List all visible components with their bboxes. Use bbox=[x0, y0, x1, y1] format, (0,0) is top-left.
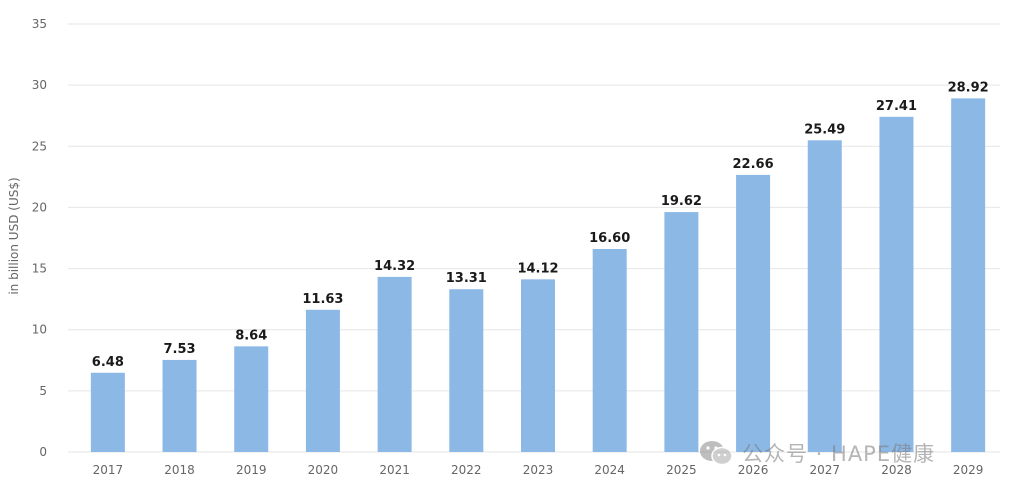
x-tick-label-2017: 2017 bbox=[93, 463, 124, 477]
bar-2019[interactable] bbox=[234, 346, 269, 452]
x-tick-label-2019: 2019 bbox=[236, 463, 267, 477]
x-tick-label-2023: 2023 bbox=[523, 463, 554, 477]
y-tick-label: 20 bbox=[32, 200, 47, 214]
y-tick-label: 35 bbox=[32, 17, 47, 31]
watermark-text: 公众号 · HAPE健康 bbox=[742, 442, 936, 466]
x-tick-label-2029: 2029 bbox=[953, 463, 984, 477]
x-axis: 2017 2018 2019 2020 2021 2022 2023 2024 2025 2026… bbox=[93, 463, 984, 477]
bar-2022[interactable] bbox=[449, 289, 484, 452]
value-label-2025: 19.62 bbox=[661, 194, 702, 209]
value-label-2018: 7.53 bbox=[163, 342, 195, 357]
value-label-2020: 11.63 bbox=[302, 292, 343, 307]
y-axis-title: in billion USD (US$) bbox=[7, 177, 21, 294]
x-tick-label-2022: 2022 bbox=[451, 463, 482, 477]
value-label-2029: 28.92 bbox=[948, 80, 989, 95]
value-label-2017: 6.48 bbox=[92, 355, 124, 370]
bar-2017[interactable] bbox=[90, 372, 125, 452]
bar-2021[interactable] bbox=[377, 276, 412, 452]
y-tick-label: 30 bbox=[32, 78, 47, 92]
bar-2018[interactable] bbox=[162, 359, 197, 452]
x-tick-label-2018: 2018 bbox=[164, 463, 195, 477]
y-tick-label: 5 bbox=[39, 384, 47, 398]
y-tick-label: 0 bbox=[39, 445, 47, 459]
wechat-icon bbox=[700, 441, 733, 466]
y-tick-label: 15 bbox=[32, 262, 47, 276]
bar-2029[interactable] bbox=[951, 98, 986, 452]
bar-2020[interactable] bbox=[305, 309, 340, 452]
y-tick-label: 10 bbox=[32, 323, 47, 337]
value-label-2023: 14.12 bbox=[517, 261, 558, 276]
x-tick-label-2028: 2028 bbox=[881, 463, 912, 477]
x-tick-label-2025: 2025 bbox=[666, 463, 697, 477]
bar-2023[interactable] bbox=[521, 279, 555, 452]
bar-2027[interactable] bbox=[807, 140, 842, 453]
x-tick-label-2020: 2020 bbox=[308, 463, 339, 477]
value-label-2026: 22.66 bbox=[733, 157, 774, 172]
value-label-2019: 8.64 bbox=[235, 328, 267, 343]
x-tick-label-2026: 2026 bbox=[738, 463, 769, 477]
value-label-2024: 16.60 bbox=[589, 231, 630, 246]
value-labels: 6.48 7.53 8.64 11.63 14.32 13.31 14.12 16.60 19.… bbox=[92, 80, 989, 369]
bars bbox=[90, 98, 986, 453]
value-label-2027: 25.49 bbox=[804, 122, 845, 137]
value-label-2021: 14.32 bbox=[374, 259, 415, 274]
value-label-2022: 13.31 bbox=[446, 271, 487, 286]
bar-2028[interactable] bbox=[879, 116, 914, 453]
bar-2026[interactable] bbox=[736, 174, 771, 452]
y-axis: 0 5 10 15 20 25 30 35 bbox=[32, 17, 47, 459]
x-tick-label-2021: 2021 bbox=[379, 463, 410, 477]
watermark: 公众号 · HAPE健康 bbox=[698, 438, 935, 468]
value-label-2028: 27.41 bbox=[876, 99, 917, 114]
x-tick-label-2027: 2027 bbox=[809, 463, 840, 477]
bar-2025[interactable] bbox=[664, 212, 699, 452]
x-tick-label-2024: 2024 bbox=[594, 463, 625, 477]
y-tick-label: 25 bbox=[32, 139, 47, 153]
bar-2024[interactable] bbox=[592, 249, 627, 452]
